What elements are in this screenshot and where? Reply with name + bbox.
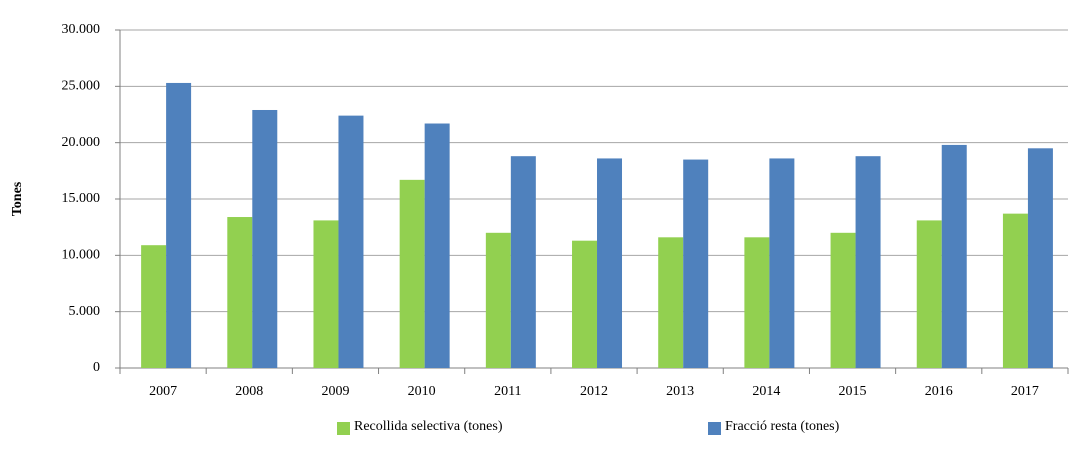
bar <box>227 217 253 368</box>
legend-label: Recollida selectiva (tones) <box>354 419 503 434</box>
bar <box>141 245 167 368</box>
x-tick-label: 2008 <box>235 384 263 399</box>
y-tick-label: 0 <box>93 360 100 375</box>
x-tick-label: 2012 <box>580 384 608 399</box>
x-tick-label: 2011 <box>494 384 521 399</box>
y-tick-label: 5.000 <box>69 304 101 319</box>
bar <box>597 158 623 368</box>
bar <box>572 240 598 368</box>
x-tick-label: 2010 <box>408 384 436 399</box>
legend-swatch <box>337 422 350 435</box>
bar <box>916 220 942 368</box>
x-tick-label: 2016 <box>925 384 953 399</box>
x-tick-label: 2013 <box>666 384 694 399</box>
y-tick-label: 15.000 <box>62 191 101 206</box>
y-tick-label: 25.000 <box>62 79 101 94</box>
y-tick-label: 20.000 <box>62 135 101 150</box>
y-tick-label: 10.000 <box>62 248 101 263</box>
bar <box>485 232 511 368</box>
bar <box>399 179 425 368</box>
bar <box>252 109 278 368</box>
legend-swatch <box>708 422 721 435</box>
bar <box>744 237 770 368</box>
bar <box>1002 213 1028 368</box>
bar <box>1027 148 1053 368</box>
bar <box>510 156 536 368</box>
bar <box>166 82 192 368</box>
bar <box>830 232 856 368</box>
x-tick-label: 2015 <box>839 384 867 399</box>
bar <box>683 159 709 368</box>
x-tick-label: 2007 <box>149 384 177 399</box>
bar <box>855 156 881 368</box>
bar <box>338 115 364 368</box>
x-tick-label: 2017 <box>1011 384 1039 399</box>
y-axis-label: Tones <box>10 181 25 216</box>
legend-label: Fracció resta (tones) <box>725 419 840 434</box>
bar <box>424 123 450 368</box>
bar <box>769 158 795 368</box>
bar <box>941 144 967 368</box>
x-tick-label: 2009 <box>321 384 349 399</box>
bar <box>658 237 684 368</box>
x-tick-label: 2014 <box>752 384 780 399</box>
y-tick-label: 30.000 <box>62 22 101 37</box>
bar <box>313 220 339 368</box>
